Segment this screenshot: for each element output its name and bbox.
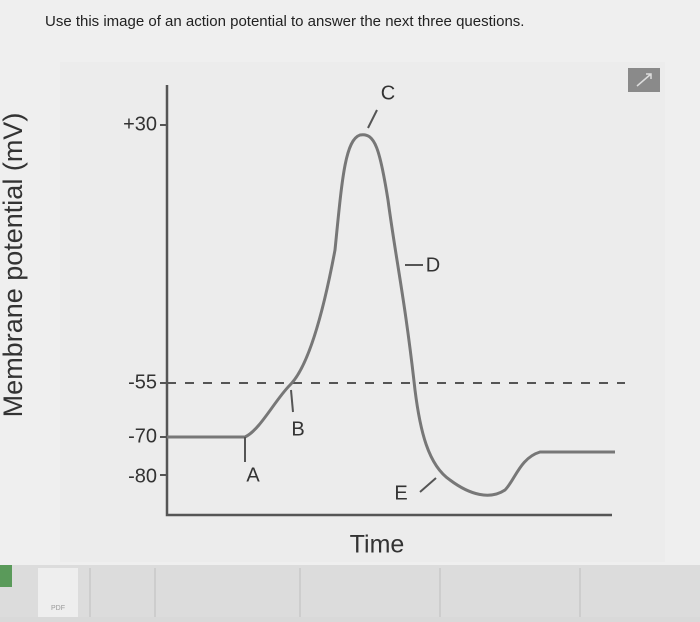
action-potential-curve — [167, 133, 615, 497]
point-label: D — [426, 254, 440, 276]
file-icon[interactable] — [38, 568, 78, 617]
file-label: PDF — [51, 605, 65, 612]
y-label: -70 — [128, 425, 157, 447]
y-label: -80 — [128, 465, 157, 487]
pointer — [419, 477, 437, 493]
point-label: C — [381, 82, 395, 104]
y-label: -55 — [128, 371, 157, 393]
y-label: +30 — [123, 113, 157, 135]
pointer — [367, 109, 378, 129]
bottom-bar — [0, 565, 700, 617]
point-label: E — [394, 482, 407, 504]
instruction: Use this image of an action potential to… — [45, 13, 524, 30]
y-ticks — [160, 124, 167, 476]
axes — [165, 85, 612, 517]
point-label: A — [246, 464, 260, 486]
pointer — [290, 389, 294, 413]
tab-marker — [0, 565, 12, 587]
x-axis-label: Time — [350, 531, 405, 559]
image-frame — [60, 62, 665, 562]
y-axis-label: Membrane potential (mV) — [0, 113, 28, 418]
point-label: B — [291, 418, 304, 440]
grid-dividers — [89, 568, 581, 617]
expand-icon — [636, 73, 652, 87]
